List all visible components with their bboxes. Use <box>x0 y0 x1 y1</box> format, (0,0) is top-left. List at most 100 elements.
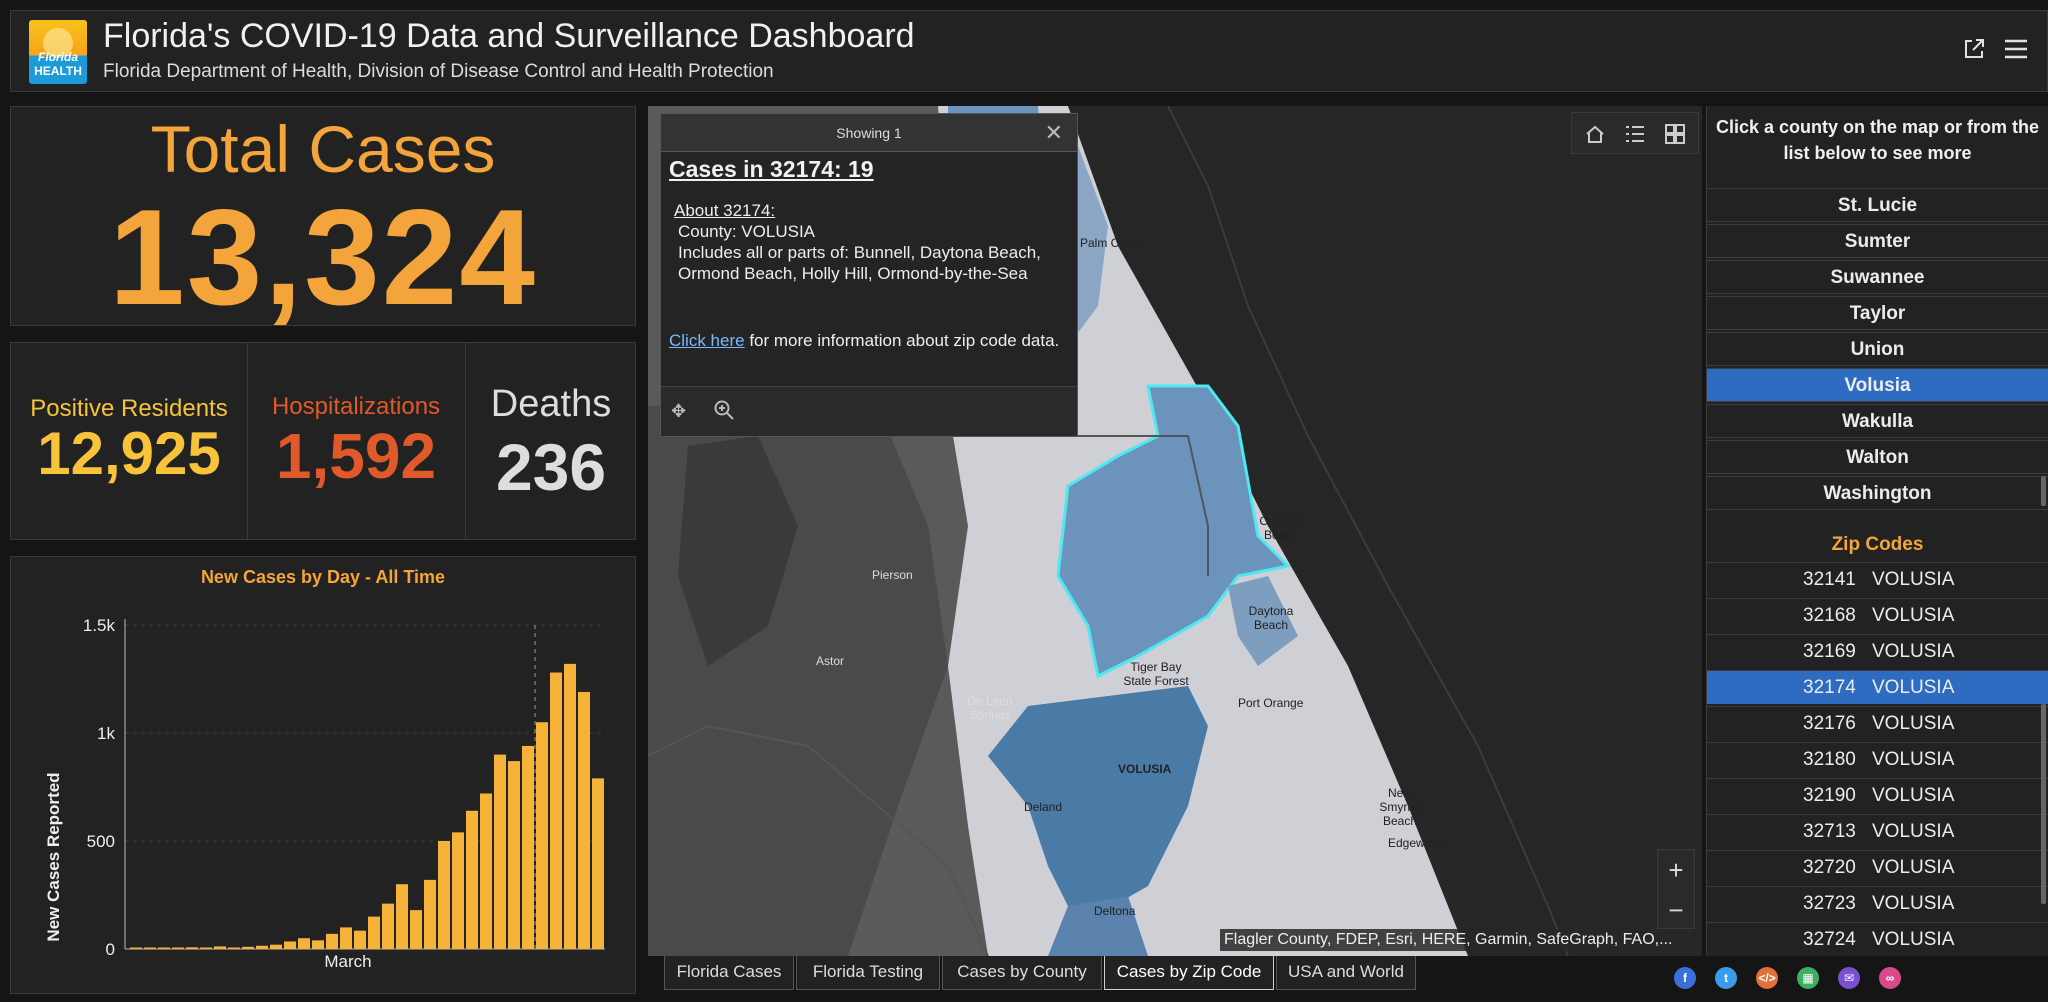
map-toolbar <box>1571 112 1699 154</box>
zip-row[interactable]: 32724 VOLUSIA <box>1707 922 2048 956</box>
zip-row[interactable]: 32723 VOLUSIA <box>1707 886 2048 920</box>
chart-bar <box>228 947 240 949</box>
zip-county: VOLUSIA <box>1872 605 1955 626</box>
zip-county: VOLUSIA <box>1872 713 1955 734</box>
move-icon[interactable]: ✥ <box>671 401 687 421</box>
tab-florida-testing[interactable]: Florida Testing <box>796 956 940 990</box>
zip-row[interactable]: 32713 VOLUSIA <box>1707 814 2048 848</box>
chart-bar <box>424 879 436 949</box>
county-item[interactable]: St. Lucie <box>1707 188 2048 222</box>
zip-row[interactable]: 32176 VOLUSIA <box>1707 706 2048 740</box>
open-external-icon[interactable] <box>1959 37 1989 67</box>
chart-y-tick-label: 500 <box>87 832 115 851</box>
basemap-gallery-icon[interactable] <box>1664 123 1686 150</box>
embed-icon[interactable]: </> <box>1756 967 1778 989</box>
hospitalizations-label: Hospitalizations <box>271 393 441 420</box>
facebook-icon[interactable]: f <box>1674 967 1696 989</box>
zip-row[interactable]: 32169 VOLUSIA <box>1707 634 2048 668</box>
county-item[interactable]: Taylor <box>1707 296 2048 330</box>
zoom-controls: + − <box>1657 849 1695 929</box>
chart-y-tick-label: 1k <box>97 724 115 743</box>
zip-code: 32723 <box>1803 893 1856 914</box>
county-item[interactable]: Washington <box>1707 476 2048 510</box>
zip-code: 32168 <box>1803 605 1856 626</box>
chart-bar <box>578 691 590 949</box>
map-label-deland: Deland <box>1024 800 1063 814</box>
chart-bar <box>214 946 226 949</box>
zip-row[interactable]: 32180 VOLUSIA <box>1707 742 2048 776</box>
zip-county: VOLUSIA <box>1872 821 1955 842</box>
county-item[interactable]: Union <box>1707 332 2048 366</box>
chart-bar <box>242 946 254 949</box>
logo-text-bottom: HEALTH <box>34 64 82 78</box>
chart-bar <box>326 933 338 949</box>
zip-county: VOLUSIA <box>1872 857 1955 878</box>
chart-bar <box>508 761 520 949</box>
zip-scrollbar[interactable] <box>2041 704 2046 904</box>
popup-click-here-link[interactable]: Click here <box>669 331 745 350</box>
link-icon[interactable]: ∞ <box>1879 967 1901 989</box>
chart-y-tick-label: 1.5k <box>83 616 116 635</box>
zip-row[interactable]: 32190 VOLUSIA <box>1707 778 2048 812</box>
county-scrollbar[interactable] <box>2041 476 2046 506</box>
county-item[interactable]: Walton <box>1707 440 2048 474</box>
list-heading: Click a county on the map or from the li… <box>1707 106 2048 170</box>
chart-bar <box>452 832 464 949</box>
email-icon[interactable]: ✉ <box>1838 967 1860 989</box>
layer-list-icon[interactable] <box>1624 123 1646 150</box>
zip-county: VOLUSIA <box>1872 929 1955 950</box>
zip-row[interactable]: 32720 VOLUSIA <box>1707 850 2048 884</box>
zoom-out-button[interactable]: − <box>1668 895 1684 925</box>
zip-row[interactable]: 32141 VOLUSIA <box>1707 562 2048 596</box>
map-label-palm-coast: Palm Coast <box>1080 236 1143 250</box>
zip-county: VOLUSIA <box>1872 677 1955 698</box>
zip-code: 32713 <box>1803 821 1856 842</box>
chart-bar <box>522 745 534 949</box>
chart-bar <box>536 722 548 949</box>
map-label-new-smyrna: New Smyrna Beach <box>1379 786 1421 828</box>
zoom-in-button[interactable]: + <box>1668 855 1684 885</box>
logo-text-top: Florida <box>37 50 78 64</box>
home-icon[interactable] <box>1584 123 1606 150</box>
popup-title: Cases in 32174: 19 <box>669 156 874 182</box>
chart-bar <box>438 841 450 949</box>
popup-footer: ✥ <box>661 386 1077 436</box>
chart-bar <box>144 947 156 949</box>
zoom-to-icon[interactable] <box>713 399 735 427</box>
zip-code: 32190 <box>1803 785 1856 806</box>
county-zip-list: Click a county on the map or from the li… <box>1706 106 2048 956</box>
menu-icon[interactable] <box>2001 37 2031 67</box>
tab-usa-and-world[interactable]: USA and World <box>1276 956 1416 990</box>
chart-bar <box>130 947 142 949</box>
hospitalizations-stat: Hospitalizations 1,592 <box>248 343 464 539</box>
zip-code: 32180 <box>1803 749 1856 770</box>
map-label-de-leon-springs: De Leon Springs <box>967 694 1013 722</box>
chart-bar <box>158 947 170 949</box>
county-item[interactable]: Sumter <box>1707 224 2048 258</box>
zip-code: 32169 <box>1803 641 1856 662</box>
page-subtitle: Florida Department of Health, Division o… <box>103 61 774 82</box>
tab-florida-cases[interactable]: Florida Cases <box>664 956 794 990</box>
zip-row[interactable]: 32168 VOLUSIA <box>1707 598 2048 632</box>
zip-code: 32174 <box>1803 677 1856 698</box>
chart-bar <box>466 810 478 949</box>
county-item[interactable]: Volusia <box>1707 368 2048 402</box>
popup-header-text: Showing 1 <box>836 125 902 141</box>
deaths-label: Deaths <box>490 383 612 425</box>
close-icon[interactable]: ✕ <box>1044 120 1063 145</box>
zip-code: 32724 <box>1803 929 1856 950</box>
total-cases-panel: Total Cases 13,324 <box>10 106 636 333</box>
county-item[interactable]: Wakulla <box>1707 404 2048 438</box>
tab-cases-by-county[interactable]: Cases by County <box>942 956 1102 990</box>
chart-bar <box>480 793 492 949</box>
tab-cases-by-zip-code[interactable]: Cases by Zip Code <box>1104 956 1274 990</box>
chart-bar <box>270 944 282 949</box>
chart-bar <box>354 930 366 949</box>
total-cases-value: 13,324 <box>109 181 537 333</box>
zip-code: 32176 <box>1803 713 1856 734</box>
county-item[interactable]: Suwannee <box>1707 260 2048 294</box>
qr-icon[interactable]: ▦ <box>1797 967 1819 989</box>
zip-row[interactable]: 32174 VOLUSIA <box>1707 670 2048 704</box>
twitter-icon[interactable]: t <box>1715 967 1737 989</box>
map-label-deltona: Deltona <box>1094 904 1136 918</box>
